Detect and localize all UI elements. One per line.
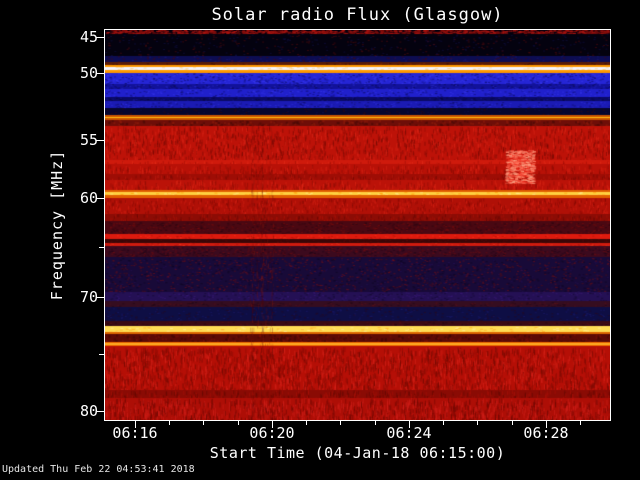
x-minor-tick-mark <box>169 421 170 425</box>
x-minor-tick-mark <box>477 421 478 425</box>
x-minor-tick-mark <box>306 421 307 425</box>
x-minor-tick-mark <box>238 421 239 425</box>
x-axis-label: Start Time (04-Jan-18 06:15:00) <box>209 444 506 462</box>
y-tick-label: 45 <box>79 28 98 46</box>
y-minor-tick-mark <box>99 354 104 355</box>
x-tick-mark <box>135 421 136 428</box>
y-tick-label: 70 <box>79 288 98 306</box>
x-tick-label: 06:24 <box>386 424 432 442</box>
x-tick-mark <box>546 421 547 428</box>
x-tick-label: 06:20 <box>249 424 295 442</box>
updated-timestamp: Updated Thu Feb 22 04:53:41 2018 <box>2 464 195 475</box>
x-minor-tick-mark <box>443 421 444 425</box>
y-tick-label: 60 <box>79 189 98 207</box>
y-tick-label: 55 <box>79 131 98 149</box>
x-tick-label: 06:16 <box>112 424 158 442</box>
x-minor-tick-mark <box>340 421 341 425</box>
y-tick-label: 50 <box>79 64 98 82</box>
y-tick-mark <box>96 73 104 74</box>
x-tick-mark <box>272 421 273 428</box>
chart-title: Solar radio Flux (Glasgow) <box>211 5 504 25</box>
plot-frame <box>104 29 611 421</box>
x-minor-tick-mark <box>203 421 204 425</box>
x-minor-tick-mark <box>375 421 376 425</box>
y-tick-mark <box>96 198 104 199</box>
y-tick-label: 80 <box>79 402 98 420</box>
y-tick-mark <box>96 140 104 141</box>
y-tick-mark <box>96 297 104 298</box>
y-tick-mark <box>96 411 104 412</box>
y-tick-mark <box>96 37 104 38</box>
spectrogram-canvas <box>105 30 610 420</box>
x-minor-tick-mark <box>512 421 513 425</box>
y-axis-label: Frequency [MHz] <box>48 149 66 301</box>
x-minor-tick-mark <box>580 421 581 425</box>
x-tick-mark <box>409 421 410 428</box>
x-tick-label: 06:28 <box>523 424 569 442</box>
y-minor-tick-mark <box>99 247 104 248</box>
